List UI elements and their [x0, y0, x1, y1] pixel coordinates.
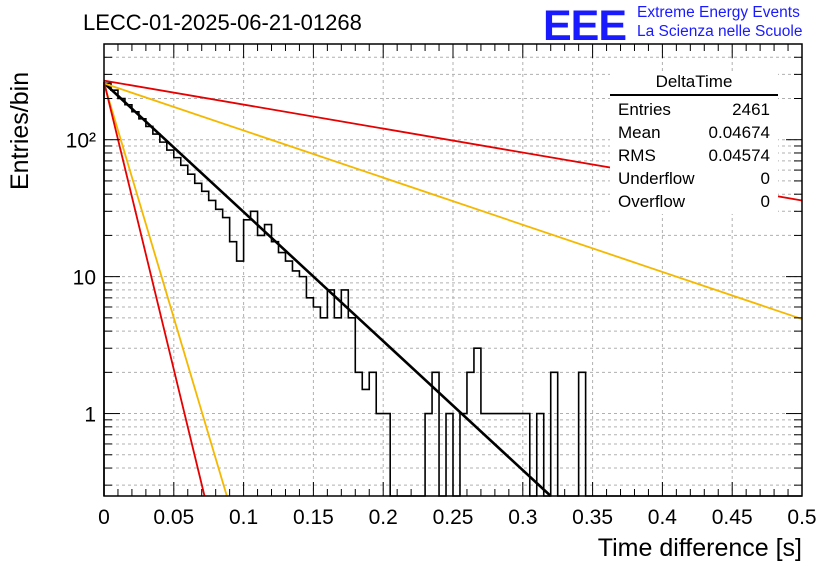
stats-label: Underflow [618, 169, 695, 188]
x-tick-label: 0.5 [787, 506, 816, 529]
stats-value: 0 [760, 192, 770, 211]
stats-value: 0 [760, 169, 770, 188]
x-tick-label: 0 [98, 506, 110, 529]
stats-label: RMS [618, 146, 656, 165]
x-tick-label: 0.4 [648, 506, 678, 529]
stats-label: Overflow [618, 192, 686, 211]
stats-box: DeltaTime Entries 2461 Mean 0.04674 RMS 0.0… [610, 72, 778, 214]
x-tick-label: 0.3 [508, 506, 537, 529]
stats-label: Entries [618, 100, 671, 119]
eee-logo: EEE [543, 2, 627, 50]
y-tick-label: 10 [73, 267, 96, 290]
y-axis-label: Entries/bin [6, 71, 34, 190]
x-tick-label: 0.35 [572, 506, 613, 529]
stats-value: 0.04574 [708, 146, 770, 165]
fit-line [103, 83, 228, 497]
stats-row-mean: Mean 0.04674 [610, 122, 778, 145]
stats-row-entries: Entries 2461 [610, 99, 778, 122]
chart-title: LECC-01-2025-06-21-01268 [83, 10, 362, 35]
x-tick-label: 0.25 [433, 506, 474, 529]
stats-value: 0.04674 [708, 123, 770, 142]
stats-label: Mean [618, 123, 661, 142]
y-tick-label: 1 [84, 404, 96, 427]
stats-row-rms: RMS 0.04574 [610, 145, 778, 168]
logo-caption-line2: La Scienza nelle Scuole [637, 23, 803, 40]
x-tick-label: 0.05 [153, 506, 194, 529]
fit-line [103, 81, 206, 497]
stats-value: 2461 [732, 100, 770, 119]
stats-row-overflow: Overflow 0 [610, 191, 778, 214]
x-tick-label: 0.2 [369, 506, 398, 529]
fit-line [103, 82, 803, 320]
logo-caption-line1: Extreme Energy Events [637, 4, 800, 21]
x-axis-label: Time difference [s] [597, 534, 802, 562]
y-tick-label: 10² [66, 130, 96, 153]
x-tick-label: 0.15 [293, 506, 334, 529]
fit-line [103, 81, 552, 497]
x-tick-label: 0.45 [712, 506, 753, 529]
x-tick-label: 0.1 [229, 506, 258, 529]
logo-caption: Extreme Energy Events La Scienza nelle S… [637, 3, 802, 41]
stats-title: DeltaTime [610, 72, 778, 96]
stats-row-underflow: Underflow 0 [610, 168, 778, 191]
